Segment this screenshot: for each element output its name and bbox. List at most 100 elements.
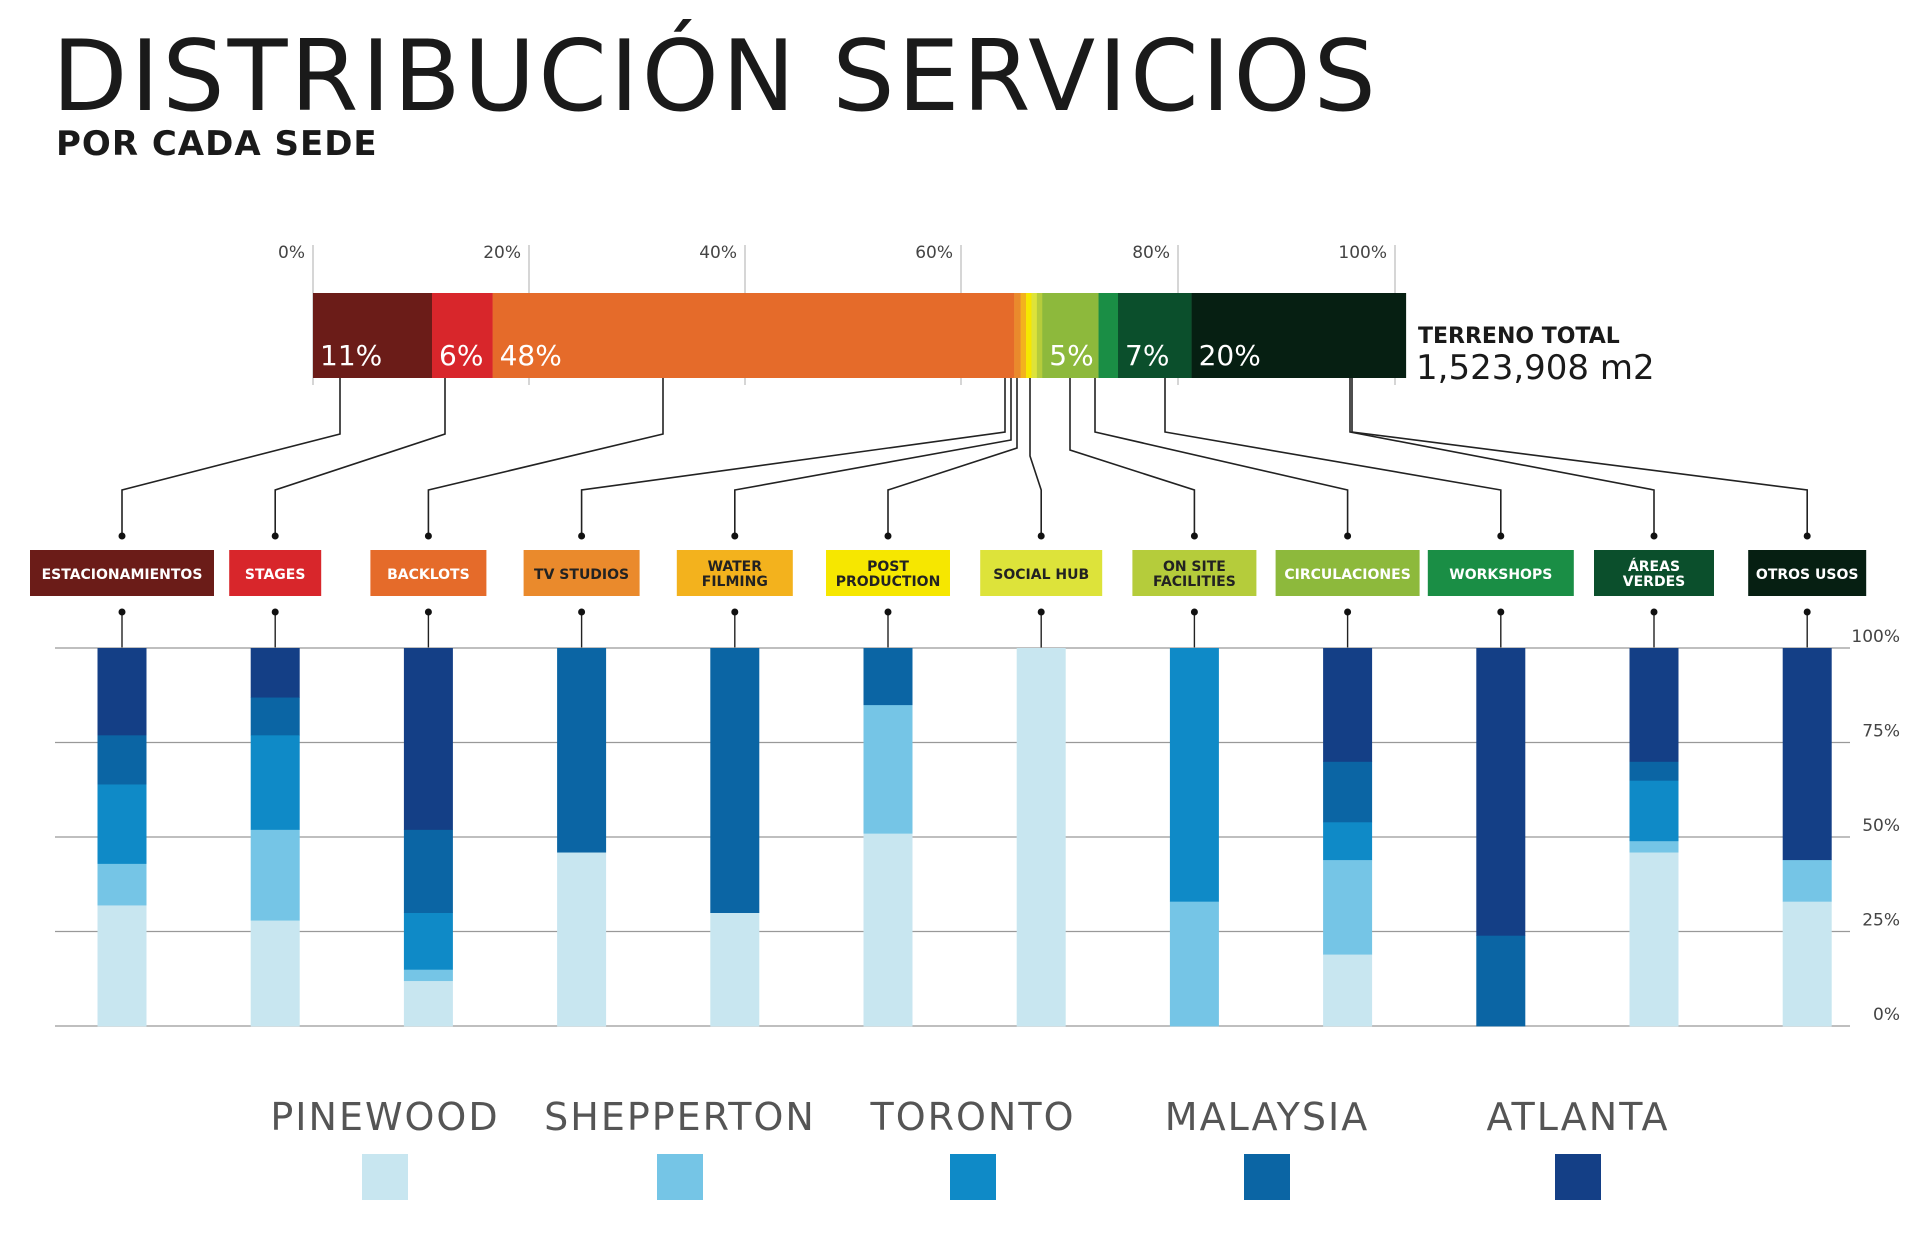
bar-segment-9: [1098, 293, 1119, 378]
column-segment-pinewood: [97, 905, 147, 1027]
column-stem-dot: [271, 608, 279, 616]
category-label: OTROS USOS: [1756, 567, 1859, 583]
column-segment-pinewood: [403, 980, 453, 1027]
bar-segment-0: [313, 293, 433, 378]
column-stem-dot: [1190, 608, 1198, 616]
bar-segment-label: 20%: [1199, 339, 1261, 372]
column-segment-pinewood: [1016, 648, 1066, 1027]
column-stem-dot: [1037, 608, 1045, 616]
connector-dot: [884, 532, 892, 540]
bar-segment-6: [1031, 293, 1038, 378]
column-segment-toronto: [97, 784, 147, 864]
column-stem-dot: [578, 608, 586, 616]
column-segment-shepperton: [1169, 901, 1219, 1027]
connector-dot: [1190, 532, 1198, 540]
column-segment-malaysia: [403, 829, 453, 913]
bar-segment-8: [1042, 293, 1099, 378]
column-stem-dot: [884, 608, 892, 616]
category-label: FACILITIES: [1153, 574, 1236, 590]
connector-dot: [271, 532, 279, 540]
connector-dot: [1650, 532, 1658, 540]
category-label: VERDES: [1623, 574, 1685, 590]
connector-line: [1094, 378, 1349, 536]
column-stem-dot: [1344, 608, 1352, 616]
column-segment-malaysia: [710, 648, 760, 913]
column-segment-pinewood: [710, 912, 760, 1027]
legend-label: SHEPPERTON: [544, 1095, 816, 1139]
bar-segment-label: 48%: [500, 339, 562, 372]
top-axis-tick-label: 80%: [1132, 243, 1170, 263]
bar-segment-label: 6%: [439, 339, 483, 372]
column-segment-pinewood: [1629, 852, 1679, 1027]
bar-segment-label: 5%: [1049, 339, 1093, 372]
legend-swatch: [362, 1154, 408, 1200]
connector-line: [580, 378, 1006, 536]
category-label: POST: [867, 559, 909, 575]
bar-segment-7: [1036, 293, 1043, 378]
category-label-box: [826, 550, 950, 596]
legend-swatch: [950, 1154, 996, 1200]
bar-segment-10: [1118, 293, 1192, 378]
total-area-label: TERRENO TOTAL: [1418, 324, 1620, 349]
bar-segment-1: [432, 293, 493, 378]
connector-dot: [578, 532, 586, 540]
column-stem-dot: [731, 608, 739, 616]
category-label-box: [1132, 550, 1257, 596]
category-label-box: [980, 550, 1103, 596]
column-segment-toronto: [1629, 780, 1679, 842]
category-label-box: [1427, 550, 1574, 596]
total-area-value: 1,523,908 m2: [1416, 348, 1655, 388]
connector-dot: [1037, 532, 1045, 540]
column-stem-dot: [1803, 608, 1811, 616]
category-label-box: [370, 550, 487, 596]
top-axis-tick-label: 100%: [1338, 243, 1387, 263]
column-stem-dot: [424, 608, 432, 616]
legend-label: MALAYSIA: [1165, 1095, 1369, 1139]
column-segment-malaysia: [1476, 935, 1526, 1027]
category-label: ON SITE: [1163, 559, 1226, 575]
bar-segment-3: [1014, 293, 1021, 378]
category-label: BACKLOTS: [387, 567, 470, 583]
y-tick-label: 50%: [1862, 816, 1900, 836]
y-tick-label: 75%: [1862, 722, 1900, 742]
column-segment-pinewood: [1782, 901, 1832, 1027]
bar-segment-4: [1020, 293, 1027, 378]
category-label-box: [523, 550, 640, 596]
top-axis-tick-label: 0%: [278, 243, 305, 263]
category-label-box: [30, 550, 214, 596]
bar-segment-label: 7%: [1125, 339, 1169, 372]
column-segment-shepperton: [1629, 840, 1679, 853]
connector-dot: [118, 532, 126, 540]
column-segment-toronto: [1169, 648, 1219, 902]
category-label-box: [676, 550, 793, 596]
connector-line: [427, 378, 664, 536]
connector-dot: [1344, 532, 1352, 540]
bar-segment-2: [492, 293, 1015, 378]
connector-line: [274, 378, 446, 536]
column-stem-dot: [118, 608, 126, 616]
connector-dot: [1497, 532, 1505, 540]
column-segment-atlanta: [97, 648, 147, 736]
category-label-box: [1275, 550, 1420, 596]
column-segment-shepperton: [97, 863, 147, 906]
category-labels: ESTACIONAMIENTOS STAGES BACKLOTS TV STUDIOS…: [30, 550, 1867, 596]
column-segment-toronto: [403, 912, 453, 970]
column-segment-shepperton: [1323, 859, 1373, 955]
page-title: DISTRIBUCIÓN SERVICIOS: [52, 20, 1379, 134]
column-segment-atlanta: [1476, 648, 1526, 936]
category-label: ESTACIONAMIENTOS: [42, 567, 203, 583]
top-axis-tick-label: 40%: [699, 243, 737, 263]
y-tick-label: 25%: [1862, 911, 1900, 931]
category-label: ÁREAS: [1628, 558, 1680, 575]
column-segment-malaysia: [557, 648, 607, 853]
connector-line: [733, 378, 1012, 536]
connector-dot: [1803, 532, 1811, 540]
column-segment-shepperton: [863, 704, 913, 834]
column-segment-pinewood: [250, 920, 300, 1027]
column-segment-atlanta: [250, 648, 300, 698]
column-segment-atlanta: [1782, 648, 1832, 861]
category-label: SOCIAL HUB: [993, 567, 1089, 583]
column-segment-shepperton: [250, 829, 300, 921]
category-label: TV STUDIOS: [534, 567, 629, 583]
